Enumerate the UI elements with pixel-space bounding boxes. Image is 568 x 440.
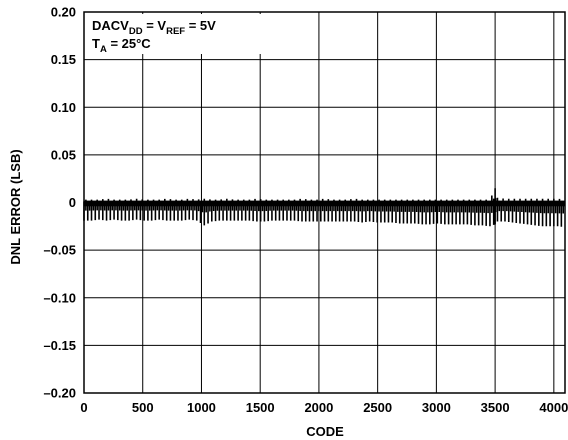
y-tick-labels: 0.20 0.15 0.10 0.05 0 –0.05 –0.10 –0.15 –0.20 (43, 5, 76, 401)
anno-ta: T (92, 36, 100, 51)
y-tick-label: –0.20 (43, 386, 76, 401)
x-tick-label: 2500 (363, 400, 392, 415)
y-tick-label: 0 (69, 195, 76, 210)
anno-eq-vref: = V (143, 18, 167, 33)
y-tick-label: –0.10 (43, 290, 76, 305)
x-tick-label: 1000 (187, 400, 216, 415)
x-axis-label: CODE (306, 424, 344, 439)
anno-eq-5v: = 5V (185, 18, 216, 33)
annotation-box: DACVDD = VREF = 5V TA = 25°C (88, 14, 266, 55)
x-tick-label: 500 (132, 400, 154, 415)
dnl-spikes (83, 188, 565, 227)
anno-a-sub: A (100, 44, 107, 55)
y-tick-label: 0.05 (51, 147, 76, 162)
anno-ref-sub: REF (166, 26, 185, 37)
y-tick-label: 0.10 (51, 100, 76, 115)
x-tick-label: 3000 (422, 400, 451, 415)
annotation-background (88, 14, 266, 54)
y-tick-label: –0.15 (43, 338, 76, 353)
annotation-line-1: DACVDD = VREF = 5V (92, 18, 216, 37)
dnl-trace (83, 188, 565, 227)
x-tick-label: 1500 (246, 400, 275, 415)
plot-frame (83, 11, 566, 394)
x-tick-labels: 0 500 1000 1500 2000 2500 3000 3500 4000 (80, 400, 568, 415)
x-tick-label: 4000 (539, 400, 568, 415)
y-axis-label: DNL ERROR (LSB) (8, 149, 23, 264)
anno-dd-sub: DD (129, 26, 143, 37)
annotation-line-2: TA = 25°C (92, 36, 151, 55)
anno-eq-25c: = 25°C (107, 36, 151, 51)
y-tick-label: 0.15 (51, 52, 76, 67)
y-tick-label: 0.20 (51, 5, 76, 20)
y-tick-label: –0.05 (43, 243, 76, 258)
x-tick-label: 3500 (481, 400, 510, 415)
x-tick-label: 2000 (304, 400, 333, 415)
dnl-baseline-band (84, 200, 565, 207)
x-tick-label: 0 (80, 400, 87, 415)
anno-dacv: DACV (92, 18, 129, 33)
